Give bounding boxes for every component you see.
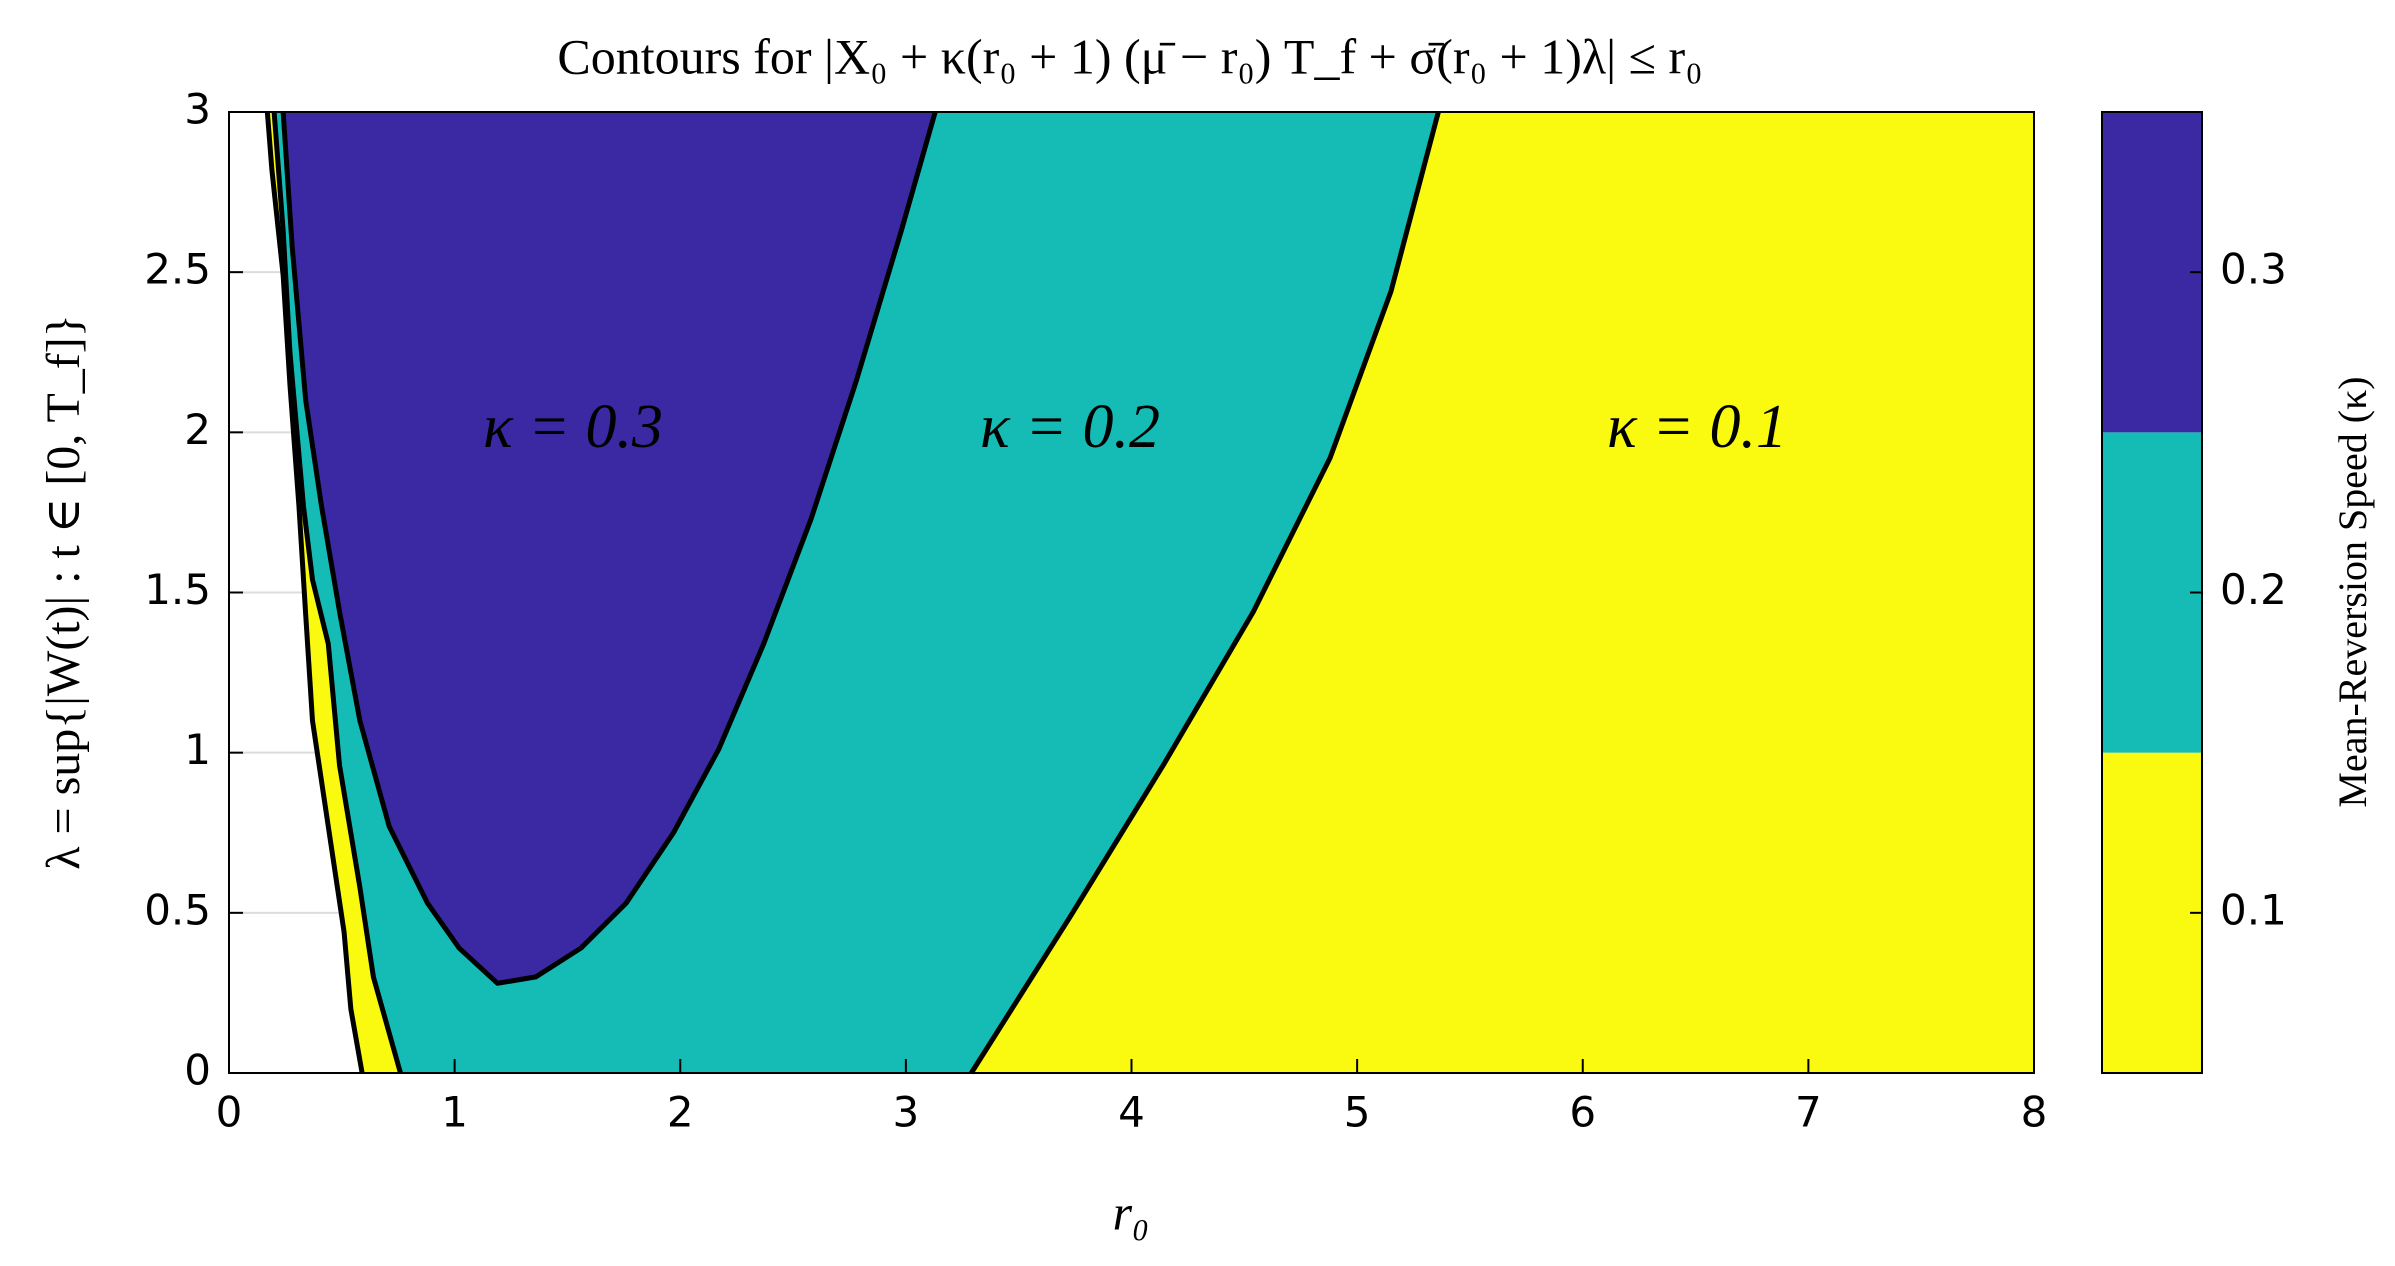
- contour-line: [280, 111, 938, 986]
- y-tick-label: 1: [184, 725, 211, 774]
- x-tick-label: 4: [1118, 1088, 1145, 1137]
- colorbar-tick-label: 0.3: [2220, 245, 2287, 294]
- y-tick-label: 0: [184, 1046, 211, 1095]
- y-tick-label: 2.5: [144, 245, 211, 294]
- colorbar-tick-label: 0.2: [2220, 565, 2287, 614]
- y-tick-label: 1.5: [144, 565, 211, 614]
- x-tick-label: 0: [216, 1088, 243, 1137]
- colorbar-tick-label: 0.1: [2220, 885, 2287, 934]
- x-tick-label: 5: [1344, 1088, 1371, 1137]
- region-label: κ = 0.3: [483, 393, 663, 461]
- y-tick-label: 0.5: [144, 885, 211, 934]
- x-axis-label: r₀: [1113, 1184, 1150, 1240]
- region-label: κ = 0.2: [980, 393, 1160, 461]
- x-tick-label: 3: [893, 1088, 920, 1137]
- colorbar-label: Mean-Reversion Speed (κ): [2330, 376, 2375, 807]
- region-label: κ = 0.1: [1607, 393, 1787, 461]
- colorbar-band: [2102, 112, 2202, 433]
- chart-title: Contours for |X₀ + κ(r₀ + 1) (μ̄ − r₀) T…: [557, 28, 1702, 84]
- colorbar-band: [2102, 432, 2202, 753]
- y-tick-label: 2: [184, 405, 211, 454]
- contour-line: [969, 111, 1441, 1075]
- contour-line: [271, 111, 403, 1074]
- x-tick-label: 7: [1795, 1088, 1822, 1137]
- y-tick-label: 3: [184, 85, 211, 134]
- y-axis-label: λ = sup{|W(t)| : t ∈ [0, T_f]}: [37, 314, 90, 870]
- x-tick-label: 2: [667, 1088, 694, 1137]
- x-tick-label: 8: [2021, 1088, 2048, 1137]
- contour-line: [264, 111, 365, 1074]
- colorbar-band: [2102, 752, 2202, 1073]
- contour-region: [283, 112, 936, 984]
- x-tick-label: 1: [441, 1088, 468, 1137]
- x-tick-label: 6: [1569, 1088, 1596, 1137]
